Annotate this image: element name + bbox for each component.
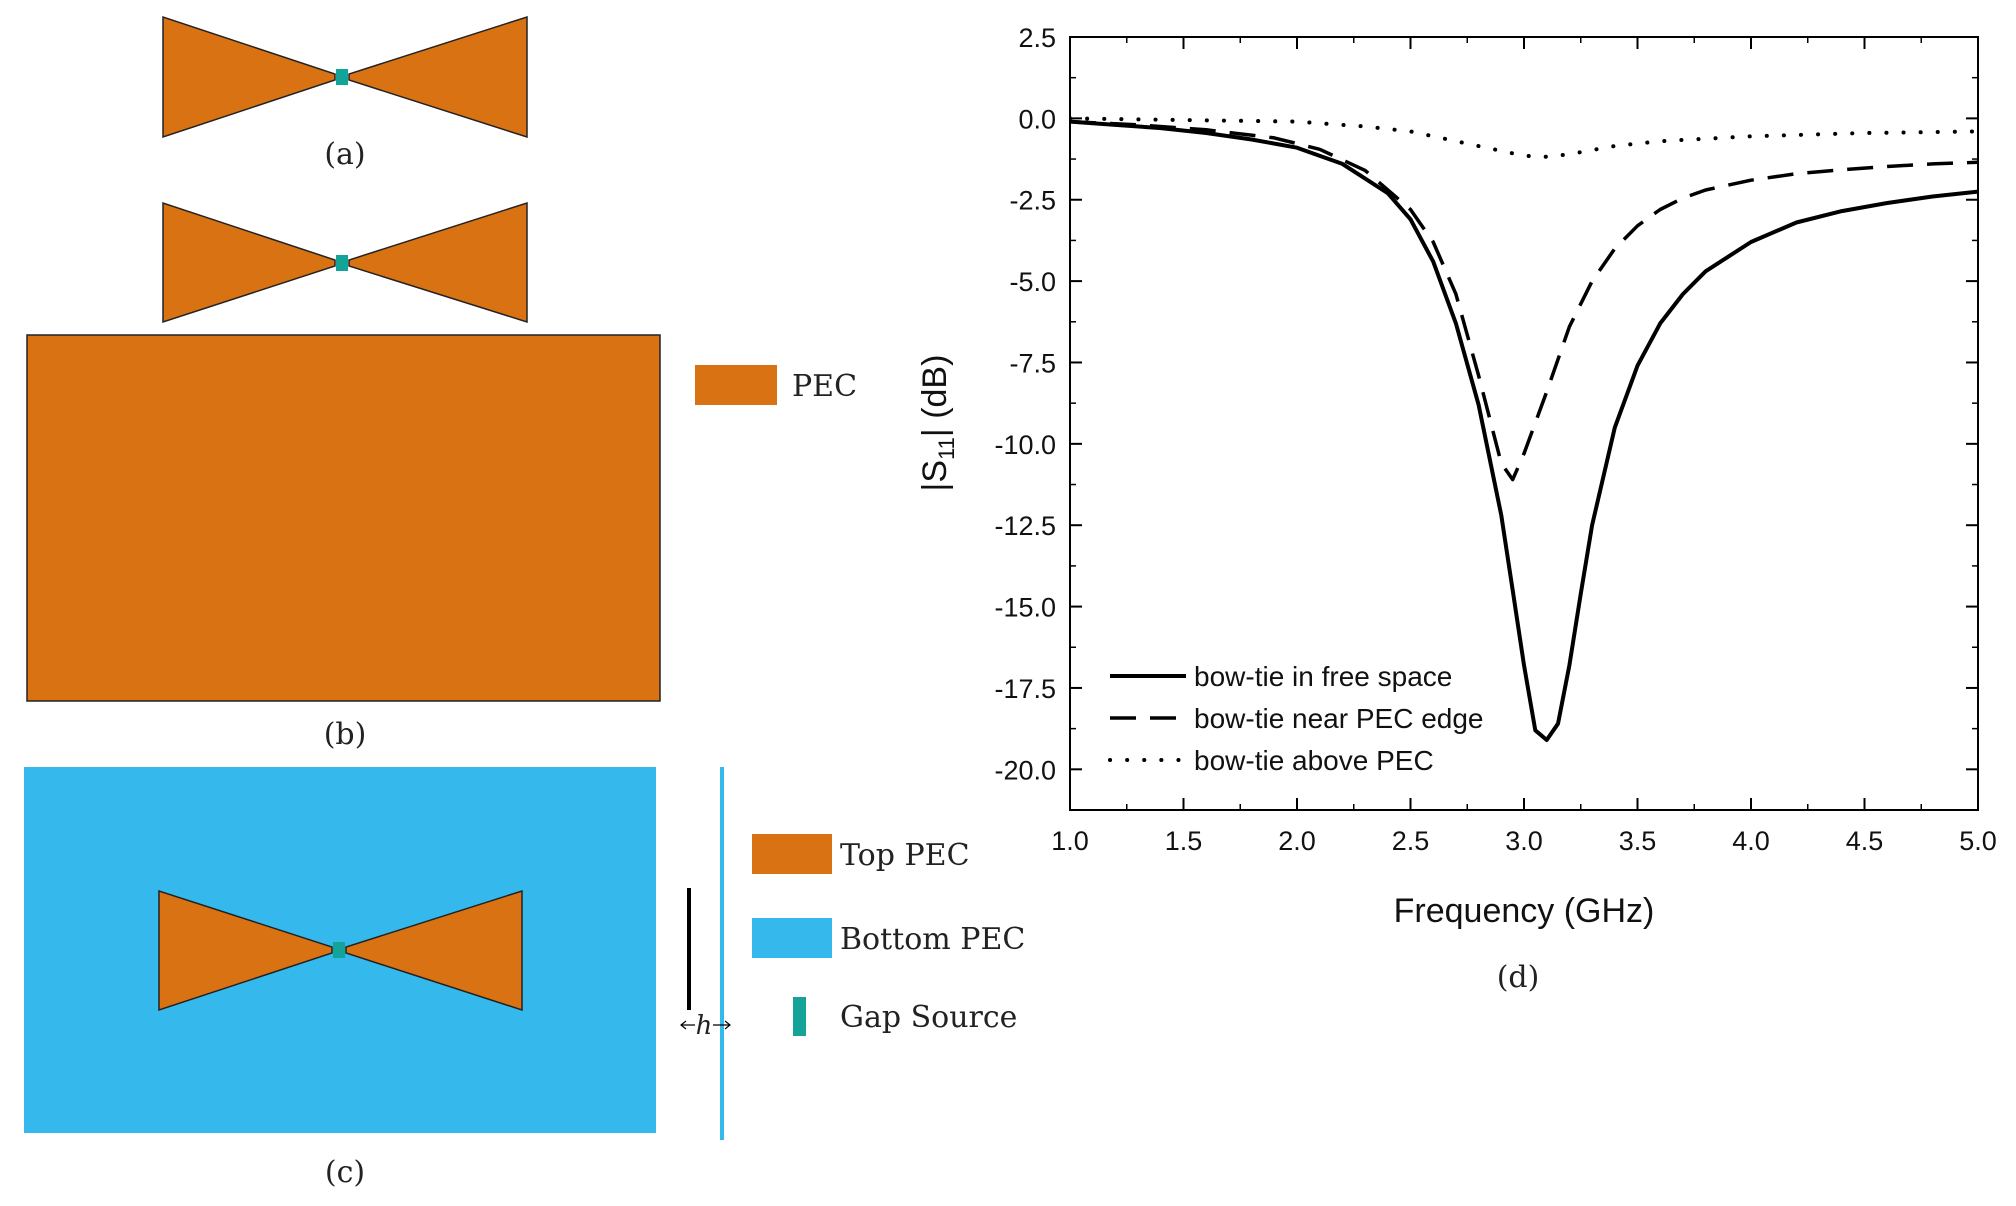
gap-source (336, 255, 348, 271)
series-line-2 (1070, 119, 1978, 482)
panel-a: (a) (162, 15, 528, 172)
bowtie-right-wing (345, 889, 523, 1012)
series-line-1 (1070, 119, 1978, 742)
bowtie-left-wing (162, 201, 336, 324)
chart-legend: bow-tie in free space bow-tie near PEC ed… (1108, 661, 1484, 776)
legend-bottom-pec-label: Bottom PEC (840, 922, 1025, 957)
legend-pec-swatch (695, 365, 777, 405)
x-tick-label: 1.5 (1165, 826, 1203, 856)
x-tick-label: 2.5 (1392, 826, 1430, 856)
plot-frame (1069, 36, 1979, 811)
legend-label-1: bow-tie in free space (1194, 661, 1452, 692)
y-axis-label: |S11| (dB) (916, 355, 959, 492)
legend-top-pec-swatch (752, 834, 832, 874)
legend-gap-source-swatch (793, 997, 806, 1036)
pec-ground-plane (26, 334, 661, 702)
x-tick-label: 4.0 (1732, 826, 1770, 856)
x-axis-label: Frequency (GHz) (1394, 892, 1655, 930)
dimension-label-h: h (696, 1011, 713, 1041)
bowtie-right-wing (348, 201, 528, 324)
bowtie-left-wing (162, 15, 336, 139)
y-tick-label: -7.5 (1009, 348, 1056, 378)
x-tick-label: 1.0 (1051, 826, 1089, 856)
series-line-3 (1070, 116, 1978, 159)
legend-label-3: bow-tie above PEC (1194, 745, 1434, 776)
y-tick-label: -17.5 (994, 674, 1056, 704)
bowtie-left-wing (158, 889, 333, 1012)
caption-b: (b) (324, 717, 367, 752)
x-tick-label: 3.5 (1619, 826, 1657, 856)
y-tick-label: -12.5 (994, 511, 1056, 541)
chart-axes: 1.0 1.5 2.0 2.5 3.0 3.5 4.0 4.5 5.0 2.5 0.0 -2.5 -5.… (994, 23, 1996, 856)
x-tick-label: 3.0 (1505, 826, 1543, 856)
chart-series (1070, 116, 1978, 742)
bowtie-right-wing (348, 15, 528, 139)
y-tick-label: -10.0 (994, 430, 1056, 460)
x-tick-label: 4.5 (1846, 826, 1884, 856)
y-tick-label: 0.0 (1018, 104, 1056, 134)
y-tick-label: 2.5 (1018, 23, 1056, 53)
caption-a: (a) (324, 137, 365, 172)
legend-top-pec-label: Top PEC (840, 838, 970, 873)
panel-b: PEC (b) (26, 201, 857, 752)
x-tick-label: 2.0 (1278, 826, 1316, 856)
panel-d: 1.0 1.5 2.0 2.5 3.0 3.5 4.0 4.5 5.0 2.5 0.0 -2.5 -5.… (916, 23, 1997, 995)
y-tick-label: -15.0 (994, 593, 1056, 623)
legend-gap-source-label: Gap Source (840, 1000, 1017, 1035)
gap-source (336, 69, 348, 85)
legend-pec-label: PEC (792, 369, 857, 404)
legend-bottom-pec-swatch (752, 918, 832, 958)
panel-c: h Top PEC Bottom PEC Gap Source (c) (24, 767, 1025, 1190)
y-tick-label: -5.0 (1009, 267, 1056, 297)
caption-d: (d) (1497, 960, 1540, 995)
legend-label-2: bow-tie near PEC edge (1194, 703, 1484, 734)
caption-c: (c) (325, 1155, 365, 1190)
y-tick-label: -2.5 (1009, 186, 1056, 216)
y-tick-label: -20.0 (994, 755, 1056, 785)
x-tick-label: 5.0 (1959, 826, 1997, 856)
gap-source (333, 942, 345, 958)
